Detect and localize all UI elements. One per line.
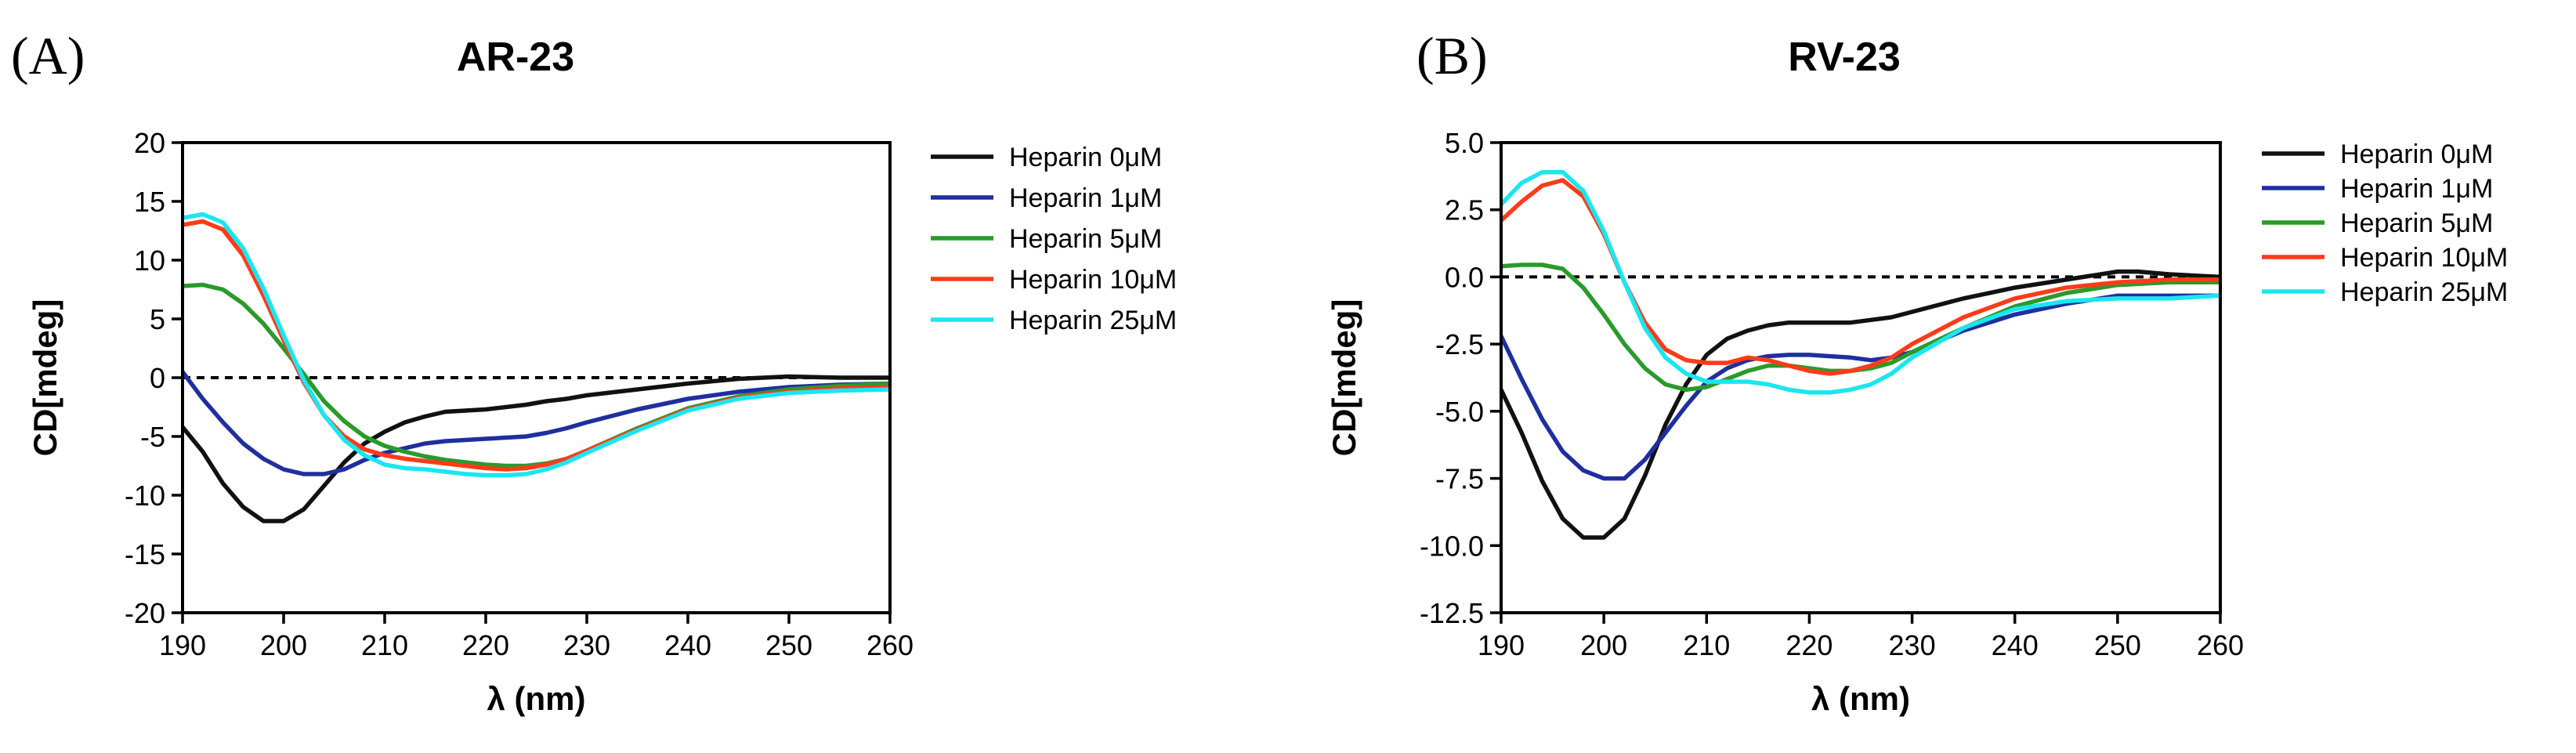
panel-b-legend-label-4: Heparin 25μM (2340, 277, 2508, 307)
panel-b-y-tick-label: -2.5 (1435, 328, 1484, 360)
panel-b-y-tick-label: 5.0 (1445, 127, 1484, 159)
panel-a-legend-label-3: Heparin 10μM (1009, 265, 1177, 295)
panel-b-x-tick-label: 250 (2094, 629, 2141, 661)
panel-b-x-tick-label: 200 (1580, 629, 1627, 661)
panel-b-legend-label-0: Heparin 0μM (2340, 139, 2493, 169)
panel-b-legend-label-3: Heparin 10μM (2340, 243, 2508, 273)
panel-a-x-tick-label: 260 (867, 629, 914, 661)
panel-b-y-tick-label: -12.5 (1420, 597, 1484, 629)
panel-a-y-tick-label: 15 (134, 186, 165, 218)
panel-a-y-tick-label: 10 (134, 244, 165, 277)
panel-a-series-line-4 (183, 212, 890, 478)
panel-b-x-tick-label: 210 (1683, 629, 1730, 661)
panel-a-x-tick-label: 240 (664, 629, 711, 661)
panel-a-x-axis-label: λ (nm) (487, 680, 586, 717)
panel-b-series-line-1 (1501, 293, 2220, 481)
panel-a-x-tick-label: 190 (159, 629, 206, 661)
panel-b-plot-frame (1500, 141, 2222, 614)
panel-b-x-tick-label: 220 (1785, 629, 1833, 661)
panel-a-y-axis-label: CD[mdeg] (27, 299, 63, 457)
panel-b-x-tick-label: 260 (2197, 629, 2244, 661)
panel-b-series-line-0 (1501, 269, 2220, 540)
panel-a-legend-label-2: Heparin 5μM (1009, 224, 1162, 254)
panel-a-legend-label-1: Heparin 1μM (1009, 183, 1162, 213)
panel-a-y-tick-label: 5 (150, 303, 165, 335)
panel-a-legend-label-4: Heparin 25μM (1009, 306, 1177, 335)
panel-a-y-tick-label: -10 (125, 480, 165, 512)
panel-a-series-line-0 (183, 374, 890, 523)
panel-b-x-tick-label: 240 (1992, 629, 2039, 661)
panel-b-y-axis-label: CD[mdeg] (1326, 299, 1362, 457)
panel-a-letter: (A) (11, 26, 85, 85)
panel-a-y-tick-label: 20 (134, 127, 165, 159)
panel-b-legend-label-2: Heparin 5μM (2340, 208, 2493, 238)
panel-b-y-tick-label: -5.0 (1435, 396, 1484, 428)
panel-a-title: AR-23 (457, 34, 574, 80)
panel-b-x-axis-label: λ (nm) (1811, 680, 1910, 717)
panel-a-y-tick-label: 0 (150, 362, 165, 394)
panel-b-letter: (B) (1416, 26, 1488, 85)
panel-b-y-tick-label: 2.5 (1445, 194, 1484, 226)
panel-b-x-tick-label: 190 (1478, 629, 1525, 661)
panel-b-y-tick-label: -10.0 (1420, 530, 1484, 562)
panel-a-y-tick-label: -5 (140, 421, 165, 453)
panel-b-y-tick-label: -7.5 (1435, 463, 1484, 495)
panel-b-series-line-4 (1501, 169, 2220, 395)
panel-a-x-tick-label: 210 (361, 629, 408, 661)
panel-a-y-tick-label: -20 (125, 597, 165, 629)
panel-b-y-tick-label: 0.0 (1445, 261, 1484, 293)
panel-b-legend-label-1: Heparin 1μM (2340, 174, 2493, 204)
panel-b-x-tick-label: 230 (1889, 629, 1936, 661)
panel-b: (B) RV-23 190 200 210 220 230 240 250 260 -12.5 -… (1326, 26, 2508, 717)
panel-a: (A) AR-23 190 200 210 220 230 240 250 260-20-15… (11, 26, 1177, 717)
panel-a-x-tick-label: 230 (563, 629, 610, 661)
panel-a-y-tick-label: -15 (125, 538, 165, 570)
panel-a-x-tick-label: 200 (260, 629, 307, 661)
panel-a-series-line-1 (183, 369, 890, 476)
panel-a-legend-label-0: Heparin 0μM (1009, 143, 1162, 172)
panel-a-x-tick-label: 220 (462, 629, 509, 661)
panel-a-x-tick-label: 250 (765, 629, 812, 661)
panel-b-title: RV-23 (1788, 34, 1901, 80)
